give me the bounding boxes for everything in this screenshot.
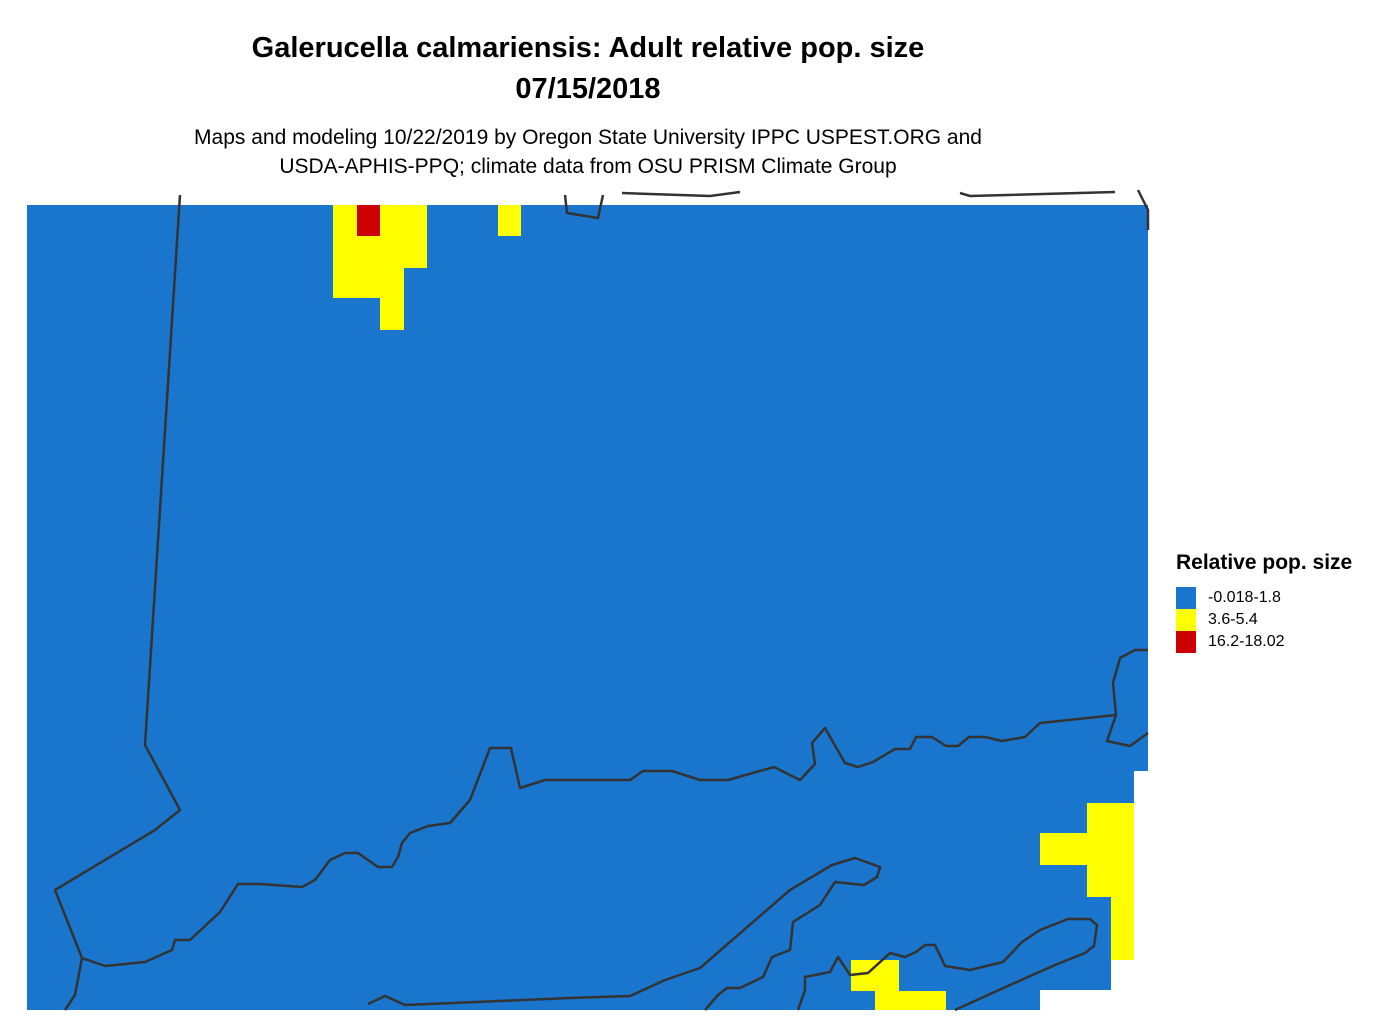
legend-title: Relative pop. size — [1176, 551, 1353, 574]
legend-label: 16.2-18.02 — [1208, 633, 1285, 650]
map-date: 07/15/2018 — [515, 73, 661, 105]
raster-class-mid — [875, 991, 946, 1010]
raster-class-mid — [1087, 803, 1134, 897]
raster-class-mid — [1111, 897, 1134, 960]
subtitle-line-1: Maps and modeling 10/22/2019 by Oregon S… — [194, 126, 982, 149]
raster-class-low — [27, 205, 1148, 1010]
map-title: Galerucella calmariensis: Adult relative… — [251, 32, 925, 64]
state-boundary-line — [1136, 189, 1150, 230]
legend-item-high: 16.2-18.02 — [1176, 631, 1352, 653]
raster-class-mid — [380, 298, 404, 330]
raster-class-high — [357, 205, 380, 236]
legend-item-mid: 3.6-5.4 — [1176, 609, 1352, 631]
legend-swatch — [1176, 587, 1196, 609]
subtitle-line-2: USDA-APHIS-PPQ; climate data from OSU PR… — [279, 155, 897, 178]
state-boundary-line — [53, 194, 182, 1011]
state-boundary-line — [367, 856, 882, 1011]
legend-swatch — [1176, 631, 1196, 653]
state-boundary-line — [81, 648, 1148, 968]
legend: Relative pop. size -0.018-1.8 3.6-5.4 16… — [1176, 551, 1352, 653]
raster-class-mid — [498, 205, 521, 236]
state-boundary-line — [621, 190, 741, 198]
state-boundary-line — [796, 917, 1099, 1012]
raster-class-mid — [851, 960, 899, 991]
legend-label: -0.018-1.8 — [1208, 589, 1281, 606]
state-boundary-line — [959, 190, 1116, 198]
legend-swatch — [1176, 609, 1196, 631]
raster-class-mid — [333, 268, 404, 298]
raster-class-mid — [1040, 833, 1087, 865]
state-boundary-line — [563, 194, 605, 220]
state-boundary-line — [1105, 714, 1149, 748]
legend-item-low: -0.018-1.8 — [1176, 587, 1352, 609]
legend-label: 3.6-5.4 — [1208, 611, 1258, 628]
